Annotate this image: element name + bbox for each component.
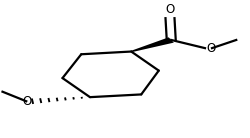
Text: O: O xyxy=(206,42,216,55)
Text: O: O xyxy=(22,95,31,108)
Polygon shape xyxy=(131,37,174,52)
Text: O: O xyxy=(166,3,174,16)
